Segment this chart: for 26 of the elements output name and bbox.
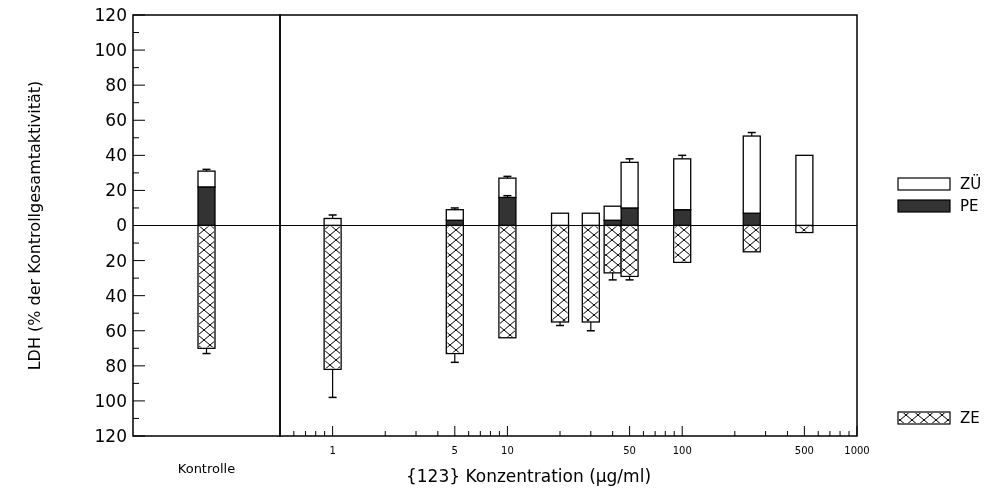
y-tick-label: 80 xyxy=(105,355,127,376)
y-tick-label: 100 xyxy=(94,390,127,411)
x-tick-label: 100 xyxy=(672,445,692,456)
x-axis-title: {123} Konzentration (µg/ml) xyxy=(405,466,652,486)
y-tick-label: 20 xyxy=(105,180,127,201)
x-tick-label: Kontrolle xyxy=(177,461,236,476)
legend-label: ZÜ xyxy=(960,174,982,194)
y-tick-label: 40 xyxy=(105,285,127,306)
x-tick-label: 5 xyxy=(451,445,458,456)
x-tick-label: 1 xyxy=(329,445,336,456)
legend-label: PE xyxy=(960,197,979,216)
x-tick-label: 500 xyxy=(794,445,814,456)
y-tick-label: 120 xyxy=(94,425,127,446)
y-tick-label: 40 xyxy=(105,145,127,166)
y-tick-label: 80 xyxy=(105,75,127,96)
x-tick-label: 10 xyxy=(501,445,514,456)
y-tick-label: 0 xyxy=(116,215,127,236)
y-tick-label: 60 xyxy=(105,110,127,131)
y-tick-label: 100 xyxy=(94,40,127,61)
x-tick-label: 1000 xyxy=(844,445,870,456)
y-tick-label: 20 xyxy=(105,250,127,271)
legend-label: ZE xyxy=(960,409,980,428)
y-axis-title: LDH (% der Kontrollgesamtaktivität) xyxy=(25,80,44,371)
y-tick-label: 60 xyxy=(105,320,127,341)
x-tick-label: 50 xyxy=(623,445,636,456)
y-tick-label: 120 xyxy=(94,4,127,25)
